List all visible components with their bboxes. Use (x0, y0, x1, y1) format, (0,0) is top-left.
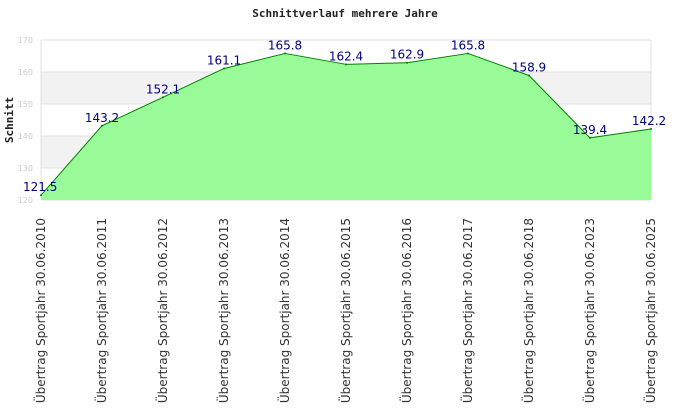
series-line-segment (40, 125, 103, 196)
x-tick-label: Übertrag Sportjahr 30.06.2011 (93, 218, 109, 403)
x-tick-label: Übertrag Sportjahr 30.06.2015 (337, 218, 353, 403)
x-tick-label: Übertrag Sportjahr 30.06.2010 (32, 218, 48, 403)
y-tick-label: 170 (18, 36, 33, 45)
data-point (528, 74, 530, 77)
data-point (589, 136, 591, 139)
data-label: 158.9 (512, 61, 546, 75)
data-labels: 121.5 143.2 152.1 161.1 165.8 162.4 162.9 165.8… (23, 38, 666, 194)
data-point (162, 96, 164, 99)
x-tick-label: Übertrag Sportjahr 30.06.2018 (520, 218, 536, 403)
data-point (284, 52, 286, 55)
y-tick-labels: 120 130 140 150 160 170 (18, 36, 33, 205)
data-label: 139.4 (573, 123, 607, 137)
series-line-segment (223, 52, 286, 69)
x-tick-label: Übertrag Sportjahr 30.06.2016 (398, 218, 414, 403)
data-label: 142.2 (632, 114, 666, 128)
data-label: 162.9 (390, 48, 424, 62)
series-line-segment (589, 128, 652, 139)
data-label: 161.1 (207, 53, 241, 67)
data-label: 143.2 (85, 111, 119, 125)
data-label: 165.8 (451, 38, 485, 52)
x-tick-label: Übertrag Sportjahr 30.06.2013 (215, 218, 231, 403)
data-point (406, 61, 408, 64)
series-line-segment (406, 52, 469, 64)
data-label: 162.4 (329, 49, 363, 63)
y-tick-label: 160 (18, 68, 33, 77)
data-point (223, 67, 225, 70)
series-line-segment (467, 52, 530, 76)
chart-title: Schnittverlauf mehrere Jahre (252, 7, 438, 20)
series-line-segment (162, 68, 225, 98)
x-tick-label: Übertrag Sportjahr 30.06.2017 (459, 218, 475, 403)
data-point (345, 63, 347, 66)
series-line-segment (101, 96, 164, 127)
series-line-segment (345, 62, 408, 65)
data-point (467, 52, 469, 55)
y-tick-label: 120 (18, 196, 33, 205)
data-point (40, 194, 42, 197)
x-tick-label: Übertrag Sportjahr 30.06.2025 (642, 218, 658, 403)
x-tick-labels: Übertrag Sportjahr 30.06.2010 Übertrag Sp… (32, 218, 658, 403)
data-point (650, 127, 652, 130)
data-label: 121.5 (23, 180, 57, 194)
y-tick-label: 130 (18, 164, 33, 173)
series-area (40, 52, 652, 200)
x-tick-label: Übertrag Sportjahr 30.06.2014 (276, 218, 292, 403)
data-label: 165.8 (268, 38, 302, 52)
x-tick-label: Übertrag Sportjahr 30.06.2023 (581, 218, 597, 403)
data-label: 152.1 (146, 82, 180, 96)
data-point (101, 124, 103, 127)
series-line-segment (284, 52, 347, 65)
series-fill (41, 53, 651, 200)
y-axis-label: Schnitt (3, 97, 16, 143)
series-line-segment (528, 75, 591, 139)
y-tick-label: 150 (18, 100, 33, 109)
x-tick-label: Übertrag Sportjahr 30.06.2012 (154, 218, 170, 403)
y-tick-label: 140 (18, 132, 33, 141)
